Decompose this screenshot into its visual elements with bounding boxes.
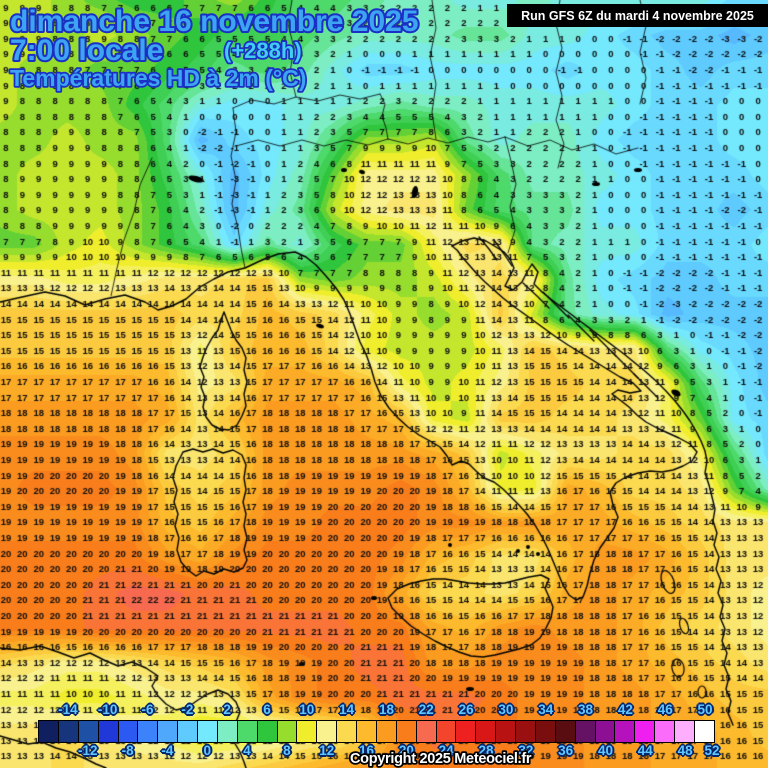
color-scale-bar [38, 720, 715, 743]
scale-color-cell [694, 721, 714, 742]
scale-color-cell [675, 721, 695, 742]
scale-color-cell [257, 721, 278, 742]
scale-color-cell [39, 721, 59, 742]
scale-color-cell [98, 721, 119, 742]
scale-color-cell [58, 721, 79, 742]
scale-color-cell [317, 721, 338, 742]
scale-color-cell [635, 721, 656, 742]
scale-color-cell [118, 721, 139, 742]
scale-color-cell [535, 721, 556, 742]
scale-color-cell [277, 721, 298, 742]
scale-color-cell [297, 721, 318, 742]
scale-color-cell [655, 721, 675, 742]
scale-color-cell [615, 721, 636, 742]
scale-color-cell [78, 721, 99, 742]
scale-color-cell [357, 721, 377, 742]
scale-color-cell [376, 721, 397, 742]
scale-color-cell [198, 721, 218, 742]
scale-color-cell [516, 721, 536, 742]
scale-color-cell [496, 721, 516, 742]
scale-color-cell [575, 721, 596, 742]
scale-color-cell [396, 721, 417, 742]
scale-color-cell [416, 721, 437, 742]
scale-color-cell [158, 721, 179, 742]
run-info-box: Run GFS 6Z du mardi 4 novembre 2025 [507, 4, 768, 27]
scale-color-cell [476, 721, 497, 742]
scale-color-cell [337, 721, 357, 742]
run-info-label: Run GFS 6Z du mardi 4 novembre 2025 [521, 8, 754, 23]
scale-color-cell [237, 721, 258, 742]
scale-color-cell [555, 721, 576, 742]
scale-color-cell [138, 721, 159, 742]
scale-color-cell [436, 721, 457, 742]
scale-color-cell [595, 721, 616, 742]
scale-color-cell [217, 721, 238, 742]
scale-color-cell [178, 721, 198, 742]
scale-color-cell [456, 721, 477, 742]
